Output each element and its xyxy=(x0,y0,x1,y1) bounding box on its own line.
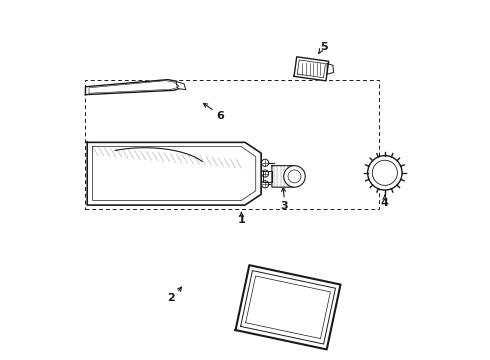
Circle shape xyxy=(284,166,305,187)
Text: 6: 6 xyxy=(216,111,224,121)
Polygon shape xyxy=(294,57,329,81)
Polygon shape xyxy=(272,166,295,187)
Polygon shape xyxy=(327,63,334,74)
Text: 2: 2 xyxy=(168,293,175,303)
Polygon shape xyxy=(85,80,182,95)
Circle shape xyxy=(368,156,402,190)
Text: 4: 4 xyxy=(381,198,389,208)
Polygon shape xyxy=(236,265,341,350)
Polygon shape xyxy=(87,142,261,205)
Polygon shape xyxy=(263,171,272,182)
Circle shape xyxy=(262,181,269,188)
Circle shape xyxy=(262,170,269,177)
Circle shape xyxy=(288,170,301,183)
Circle shape xyxy=(372,160,397,185)
Text: 1: 1 xyxy=(238,215,245,225)
Circle shape xyxy=(262,159,269,166)
Polygon shape xyxy=(176,81,186,90)
Text: 3: 3 xyxy=(281,201,288,211)
Text: 5: 5 xyxy=(320,42,328,51)
